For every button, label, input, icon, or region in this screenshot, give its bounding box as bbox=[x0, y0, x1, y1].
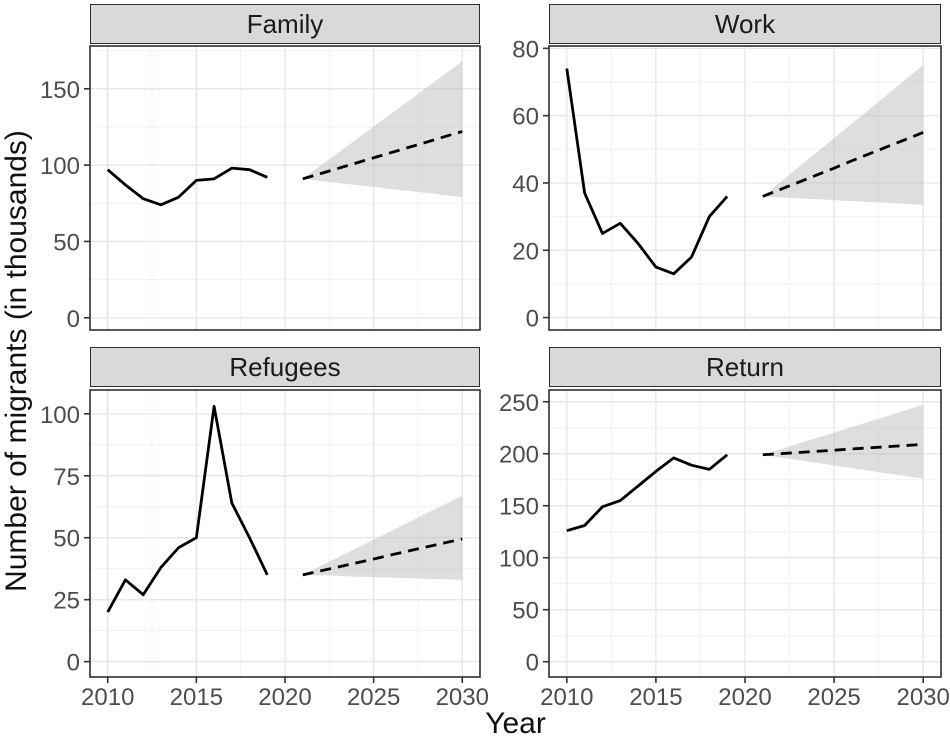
x-tick-label: 2025 bbox=[807, 684, 860, 711]
y-tick-label: 60 bbox=[512, 104, 539, 131]
forecast-line bbox=[302, 537, 463, 577]
y-tick-label: 150 bbox=[40, 77, 80, 104]
y-tick-label: 50 bbox=[53, 526, 80, 553]
x-tick-label: 2020 bbox=[718, 684, 771, 711]
x-axis-title: Year bbox=[485, 707, 546, 740]
y-tick-label: 0 bbox=[67, 650, 80, 677]
x-tick-label: 2020 bbox=[258, 684, 311, 711]
facet-panel-family: 0 50 100 150 bbox=[40, 45, 481, 333]
facet-strip-work: Work bbox=[549, 4, 941, 44]
panel-border bbox=[89, 45, 481, 331]
facet-strip-refugees: Refugees bbox=[90, 347, 480, 387]
facet-title-family: Family bbox=[246, 8, 324, 39]
y-tick-label: 0 bbox=[67, 306, 80, 333]
y-tick-label: 100 bbox=[40, 153, 80, 180]
x-tick-label: 2010 bbox=[540, 684, 593, 711]
confidence-band bbox=[762, 65, 924, 205]
facet-panel-return: 0 50 100 150 200 250 2010 2015 2020 2025 2030 bbox=[499, 389, 950, 711]
facet-panel-refugees: 0 25 50 75 100 2010 2015 2020 2025 2030 bbox=[40, 389, 489, 711]
facet-title-work: Work bbox=[714, 8, 776, 39]
y-tick-label: 150 bbox=[499, 494, 539, 521]
panel-border bbox=[548, 45, 942, 331]
y-tick-label: 100 bbox=[40, 402, 80, 429]
y-tick-label: 0 bbox=[526, 306, 539, 333]
observed-line bbox=[566, 453, 729, 533]
x-tick-label: 2015 bbox=[629, 684, 682, 711]
facet-title-refugees: Refugees bbox=[229, 351, 341, 382]
x-tick-label: 2010 bbox=[81, 684, 134, 711]
x-tick-label: 2025 bbox=[347, 684, 400, 711]
y-tick-label: 80 bbox=[512, 36, 539, 63]
y-tick-label: 200 bbox=[499, 442, 539, 469]
y-tick-label: 250 bbox=[499, 390, 539, 417]
y-tick-label: 50 bbox=[512, 598, 539, 625]
facet-strip-family: Family bbox=[90, 4, 480, 44]
y-tick-label: 40 bbox=[512, 171, 539, 198]
y-tick-label: 0 bbox=[526, 650, 539, 677]
confidence-band bbox=[302, 495, 463, 580]
x-tick-label: 2030 bbox=[896, 684, 949, 711]
observed-line bbox=[106, 404, 269, 613]
facet-panel-work: 0 20 40 60 80 bbox=[512, 36, 942, 333]
forecast-line bbox=[762, 131, 924, 198]
x-tick-label: 2030 bbox=[436, 684, 489, 711]
forecast-line bbox=[762, 442, 924, 457]
y-tick-label: 100 bbox=[499, 546, 539, 573]
forecast-line bbox=[302, 130, 463, 181]
x-tick-label: 2015 bbox=[170, 684, 223, 711]
observed-line bbox=[106, 166, 268, 207]
y-tick-label: 25 bbox=[53, 588, 80, 615]
y-tick-label: 20 bbox=[512, 238, 539, 265]
confidence-band bbox=[302, 61, 463, 198]
y-tick-label: 75 bbox=[53, 464, 80, 491]
facet-title-return: Return bbox=[705, 351, 785, 382]
observed-line bbox=[565, 68, 729, 276]
facet-strip-return: Return bbox=[549, 347, 941, 387]
y-tick-label: 50 bbox=[53, 229, 80, 256]
confidence-band bbox=[762, 404, 924, 479]
